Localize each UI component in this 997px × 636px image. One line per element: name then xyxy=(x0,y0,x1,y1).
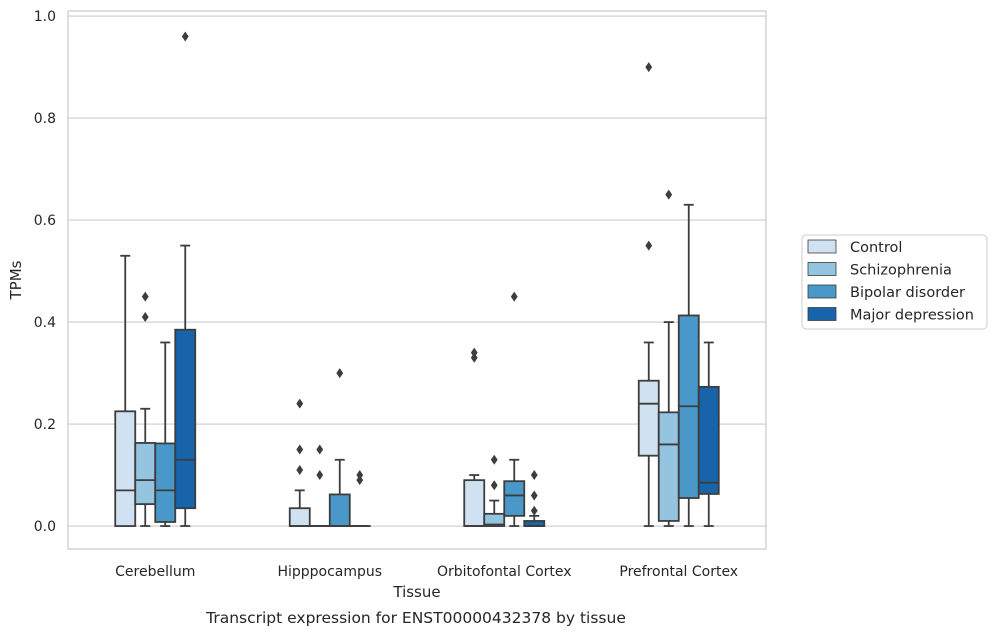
box-schizophrenia xyxy=(657,189,680,527)
x-axis: Cerebellum Hipppocampus Orbitofontal Corte… xyxy=(115,564,738,580)
iqr-box xyxy=(697,385,720,495)
box-major-depression xyxy=(697,341,720,527)
y-tick-label: 0.8 xyxy=(34,111,56,127)
box-major-depression xyxy=(523,470,546,527)
outlier-point xyxy=(470,347,478,358)
legend: Control Schizophrenia Bipolar disorder Majo… xyxy=(801,234,988,330)
box-bipolar-disorder xyxy=(677,203,700,527)
outlier-point xyxy=(316,444,324,455)
outlier-point xyxy=(530,505,538,516)
outlier-point xyxy=(490,454,498,465)
box-plots xyxy=(114,31,720,527)
legend-label: Bipolar disorder xyxy=(850,285,965,301)
box-schizophrenia xyxy=(483,454,506,527)
legend-label: Major depression xyxy=(850,308,974,324)
box-bipolar-disorder xyxy=(154,341,177,527)
y-axis: 0.0 0.2 0.4 0.6 0.8 1.0 xyxy=(34,9,56,535)
iqr-box xyxy=(503,480,526,517)
outlier-point xyxy=(181,31,189,42)
outlier-point xyxy=(141,291,149,302)
iqr-box xyxy=(114,410,137,527)
box-control xyxy=(288,398,311,527)
outlier-point xyxy=(645,62,653,73)
y-tick-label: 0.2 xyxy=(34,417,56,433)
outlier-point xyxy=(490,480,498,491)
outlier-point xyxy=(530,470,538,481)
legend-swatch xyxy=(807,262,837,276)
outlier-point xyxy=(141,311,149,322)
outlier-point xyxy=(665,189,673,200)
outlier-point xyxy=(296,398,304,409)
legend-box xyxy=(801,234,988,330)
box-schizophrenia xyxy=(308,444,331,527)
outlier-point xyxy=(530,490,538,501)
y-tick-label: 0.0 xyxy=(34,519,56,535)
outlier-point xyxy=(356,470,364,481)
outlier-point xyxy=(645,240,653,251)
x-tick-label: Cerebellum xyxy=(115,564,195,580)
box-control xyxy=(114,254,137,527)
x-tick-label: Prefrontal Cortex xyxy=(619,564,738,580)
iqr-box xyxy=(174,328,197,510)
iqr-box xyxy=(637,379,660,457)
outlier-point xyxy=(510,291,518,302)
legend-label: Schizophrenia xyxy=(850,263,952,279)
iqr-box xyxy=(134,442,157,506)
y-tick-label: 1.0 xyxy=(34,9,56,25)
iqr-box xyxy=(463,479,486,527)
iqr-box xyxy=(483,512,506,527)
y-tick-label: 0.4 xyxy=(34,315,56,331)
outlier-point xyxy=(316,470,324,481)
chart-caption: Transcript expression for ENST0000043237… xyxy=(205,609,626,627)
iqr-box xyxy=(328,493,351,527)
iqr-box xyxy=(154,442,177,523)
outlier-point xyxy=(470,352,478,363)
legend-swatch xyxy=(807,284,837,299)
outlier-point xyxy=(336,368,344,379)
y-axis-label: TPMs xyxy=(7,260,25,300)
legend-swatch xyxy=(807,307,837,321)
box-major-depression xyxy=(348,470,371,527)
outlier-point xyxy=(296,444,304,455)
x-tick-label: Orbitofontal Cortex xyxy=(437,564,572,580)
y-tick-label: 0.6 xyxy=(34,213,56,229)
iqr-box xyxy=(288,507,311,527)
box-bipolar-disorder xyxy=(328,368,351,527)
box-major-depression xyxy=(174,31,197,527)
box-schizophrenia xyxy=(134,291,157,527)
outlier-point xyxy=(356,475,364,486)
box-control xyxy=(637,62,660,527)
plot-frame xyxy=(67,10,767,550)
x-axis-label: Tissue xyxy=(392,583,440,601)
legend-swatch xyxy=(807,239,837,254)
x-tick-label: Hipppocampus xyxy=(277,564,382,580)
legend-label: Control xyxy=(850,240,902,256)
iqr-box xyxy=(657,411,680,522)
outlier-point xyxy=(296,464,304,475)
box-control xyxy=(463,347,486,527)
box-bipolar-disorder xyxy=(503,291,526,527)
